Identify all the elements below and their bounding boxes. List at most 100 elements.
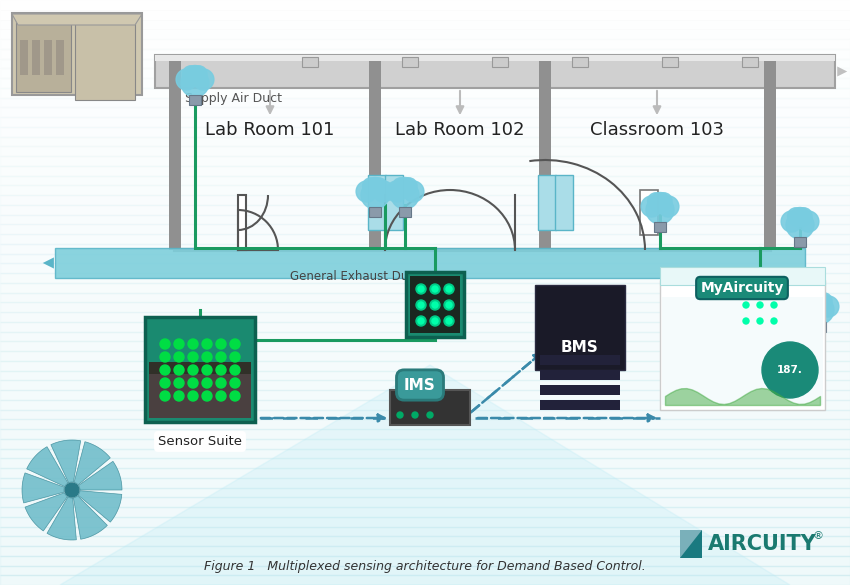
Circle shape bbox=[160, 339, 170, 349]
Circle shape bbox=[202, 365, 212, 375]
Text: Lab Room 101: Lab Room 101 bbox=[206, 121, 335, 139]
Bar bbox=[0, 146, 850, 156]
Bar bbox=[0, 449, 850, 458]
Bar bbox=[0, 234, 850, 244]
Circle shape bbox=[444, 316, 454, 326]
Bar bbox=[0, 546, 850, 556]
Bar bbox=[540, 370, 620, 380]
Circle shape bbox=[416, 300, 426, 310]
Polygon shape bbox=[73, 495, 107, 539]
Circle shape bbox=[755, 316, 765, 326]
Circle shape bbox=[412, 412, 418, 418]
Bar bbox=[0, 156, 850, 166]
Bar bbox=[56, 40, 64, 75]
Circle shape bbox=[202, 378, 212, 388]
Circle shape bbox=[650, 192, 670, 212]
Bar bbox=[0, 292, 850, 302]
Bar bbox=[735, 276, 785, 333]
Bar bbox=[149, 374, 251, 418]
Circle shape bbox=[185, 66, 205, 85]
Bar bbox=[680, 530, 702, 558]
Bar bbox=[0, 98, 850, 107]
Circle shape bbox=[174, 391, 184, 401]
Bar bbox=[0, 370, 850, 380]
Bar bbox=[0, 205, 850, 215]
Bar bbox=[535, 285, 625, 370]
Circle shape bbox=[743, 318, 749, 324]
Circle shape bbox=[432, 286, 438, 292]
Circle shape bbox=[216, 378, 226, 388]
Circle shape bbox=[430, 316, 440, 326]
Circle shape bbox=[818, 296, 839, 317]
Circle shape bbox=[202, 352, 212, 362]
Circle shape bbox=[188, 378, 198, 388]
Circle shape bbox=[771, 318, 777, 324]
Text: Figure 1   Multiplexed sensing architecture for Demand Based Control.: Figure 1 Multiplexed sensing architectur… bbox=[204, 560, 646, 573]
Bar bbox=[742, 57, 758, 67]
Circle shape bbox=[755, 284, 765, 294]
Bar bbox=[369, 207, 381, 217]
Circle shape bbox=[762, 342, 818, 398]
Circle shape bbox=[202, 391, 212, 401]
Bar bbox=[539, 55, 551, 250]
Circle shape bbox=[188, 391, 198, 401]
Polygon shape bbox=[47, 497, 76, 540]
Circle shape bbox=[188, 339, 198, 349]
Circle shape bbox=[416, 284, 426, 294]
Circle shape bbox=[757, 286, 763, 292]
Circle shape bbox=[174, 365, 184, 375]
Circle shape bbox=[216, 391, 226, 401]
Circle shape bbox=[230, 378, 240, 388]
Circle shape bbox=[174, 378, 184, 388]
Bar bbox=[0, 439, 850, 449]
Circle shape bbox=[216, 339, 226, 349]
Polygon shape bbox=[60, 365, 790, 585]
Text: 187.: 187. bbox=[777, 365, 803, 375]
Bar bbox=[538, 175, 556, 230]
Bar bbox=[410, 276, 460, 333]
Circle shape bbox=[401, 178, 417, 194]
Bar bbox=[660, 267, 825, 285]
Bar bbox=[189, 95, 201, 105]
Bar bbox=[55, 248, 805, 278]
Bar bbox=[731, 272, 789, 337]
Bar bbox=[0, 361, 850, 370]
Circle shape bbox=[771, 302, 777, 308]
Bar bbox=[0, 497, 850, 507]
Bar bbox=[0, 253, 850, 263]
Circle shape bbox=[757, 318, 763, 324]
Circle shape bbox=[393, 178, 409, 194]
Circle shape bbox=[397, 412, 403, 418]
Bar bbox=[0, 263, 850, 273]
Text: MyAircuity: MyAircuity bbox=[700, 281, 784, 295]
Circle shape bbox=[741, 300, 751, 310]
Bar bbox=[406, 272, 464, 337]
Polygon shape bbox=[74, 442, 110, 485]
Bar bbox=[0, 29, 850, 39]
Bar bbox=[0, 410, 850, 419]
Bar bbox=[572, 57, 588, 67]
Circle shape bbox=[373, 181, 394, 202]
Circle shape bbox=[371, 178, 387, 194]
Bar bbox=[540, 385, 620, 395]
Circle shape bbox=[363, 178, 379, 194]
Circle shape bbox=[432, 302, 438, 308]
Circle shape bbox=[395, 177, 415, 197]
Bar bbox=[0, 10, 850, 19]
Bar bbox=[555, 175, 573, 230]
Bar bbox=[794, 237, 806, 247]
Polygon shape bbox=[51, 440, 81, 483]
Bar bbox=[0, 312, 850, 322]
Bar bbox=[540, 355, 620, 365]
Bar bbox=[0, 302, 850, 312]
Circle shape bbox=[771, 286, 777, 292]
Bar bbox=[0, 380, 850, 390]
Circle shape bbox=[366, 177, 385, 197]
Bar bbox=[0, 478, 850, 487]
Bar bbox=[640, 190, 658, 235]
Bar bbox=[0, 536, 850, 546]
Bar bbox=[0, 458, 850, 468]
Bar bbox=[402, 57, 418, 67]
Bar bbox=[0, 176, 850, 185]
Circle shape bbox=[801, 296, 822, 317]
